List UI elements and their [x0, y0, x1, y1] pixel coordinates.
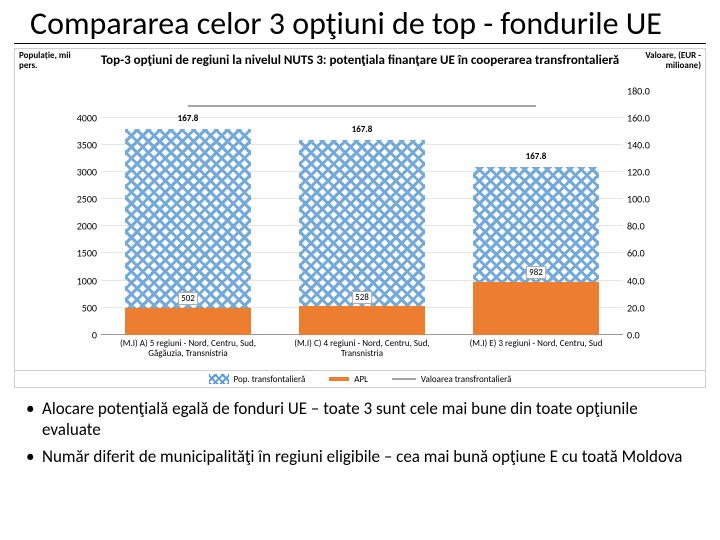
- legend-value-label: Valoarea transfrontalieră: [421, 374, 512, 385]
- ytick-left: 2500: [77, 193, 97, 206]
- legend: Pop. transfontalieră APL Valoarea transf…: [15, 370, 705, 385]
- ytick-left: 1000: [77, 274, 97, 287]
- ytick-right: 0.0: [627, 328, 640, 341]
- legend-value: Valoarea transfrontalieră: [392, 374, 512, 385]
- value-line: [188, 105, 536, 107]
- apl-bar: [125, 308, 250, 335]
- y-axis-right: 0.020.040.060.080.0100.0120.0140.0160.01…: [623, 91, 661, 335]
- chart-title: Top-3 opţiuni de regiuni la nivelul NUTS…: [15, 53, 705, 68]
- slide-title: Compararea celor 3 opţiuni de top - fond…: [14, 0, 706, 44]
- bullets-list: Alocare potenţială egală de fonduri UE –…: [24, 398, 696, 468]
- y-axis-left: 05001000150020002500300035004000: [63, 91, 101, 335]
- ytick-right: 60.0: [627, 247, 645, 260]
- ytick-right: 180.0: [627, 84, 650, 97]
- ytick-right: 120.0: [627, 166, 650, 179]
- value-data-label: 167.8: [526, 151, 547, 162]
- apl-bar: [299, 306, 424, 335]
- value-data-label: 167.8: [178, 113, 199, 124]
- legend-pop: Pop. transfontalieră: [209, 374, 306, 385]
- x-category-label: (M.I) C) 4 regiuni - Nord, Centru, Sud, …: [287, 335, 437, 359]
- apl-data-label: 982: [526, 266, 546, 279]
- plot-area: 167.8502(M.I) A) 5 regiuni - Nord, Centr…: [101, 91, 623, 335]
- ytick-left: 0: [92, 328, 97, 341]
- chart-container: Populație, mii pers. Valoare, (EUR - mil…: [14, 48, 706, 388]
- ytick-left: 1500: [77, 247, 97, 260]
- apl-data-label: 502: [178, 292, 198, 305]
- value-swatch-icon: [392, 378, 416, 380]
- apl-data-label: 528: [352, 291, 372, 304]
- apl-swatch-icon: [329, 377, 349, 381]
- ytick-right: 20.0: [627, 301, 645, 314]
- apl-bar: [473, 282, 598, 335]
- ytick-right: 40.0: [627, 274, 645, 287]
- x-category-label: (M.I) A) 5 regiuni - Nord, Centru, Sud, …: [113, 335, 263, 359]
- plot: 05001000150020002500300035004000 0.020.0…: [63, 91, 661, 335]
- bullet-1: Alocare potenţială egală de fonduri UE –…: [24, 398, 696, 441]
- pop-swatch-icon: [209, 374, 229, 384]
- ytick-left: 3000: [77, 166, 97, 179]
- legend-pop-label: Pop. transfontalieră: [234, 374, 306, 385]
- ytick-right: 160.0: [627, 111, 650, 124]
- value-data-label: 167.8: [352, 124, 373, 135]
- ytick-left: 3500: [77, 139, 97, 152]
- ytick-left: 500: [82, 301, 97, 314]
- legend-apl-label: APL: [354, 374, 368, 385]
- ytick-right: 100.0: [627, 193, 650, 206]
- legend-apl: APL: [329, 374, 368, 385]
- ytick-right: 80.0: [627, 220, 645, 233]
- bullet-2: Număr diferit de municipalităţi în regiu…: [24, 446, 696, 467]
- ytick-right: 140.0: [627, 139, 650, 152]
- ytick-left: 4000: [77, 111, 97, 124]
- x-category-label: (M.I) E) 3 regiuni - Nord, Centru, Sud: [461, 335, 611, 349]
- ytick-left: 2000: [77, 220, 97, 233]
